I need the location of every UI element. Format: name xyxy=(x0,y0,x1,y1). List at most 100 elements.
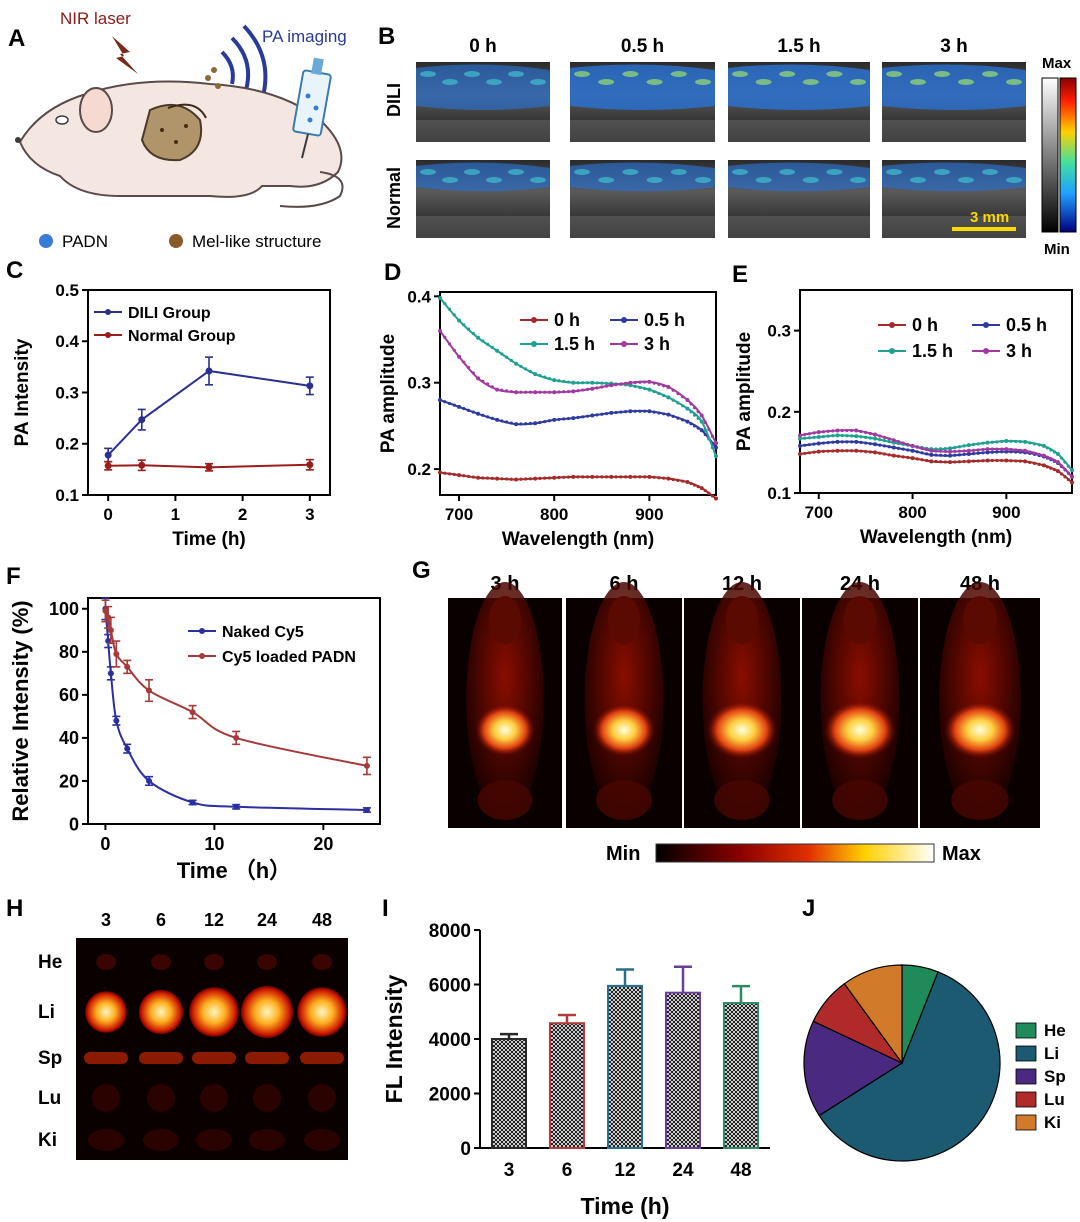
syringe-icon xyxy=(292,57,332,159)
data-point xyxy=(835,448,840,453)
x-tick-label: 0 xyxy=(103,505,112,524)
data-point xyxy=(628,380,633,385)
data-point xyxy=(985,458,990,463)
bar xyxy=(491,1038,527,1149)
data-point xyxy=(628,409,633,414)
data-point xyxy=(146,777,153,784)
panel-f-chart: F 0 10 20 0 20 40 60 80 100 Time （h） Relative Inten… xyxy=(6,563,381,883)
data-point xyxy=(835,428,840,433)
jet-colorbar xyxy=(1059,77,1077,233)
data-point xyxy=(714,441,718,446)
plot-frame xyxy=(439,291,717,496)
data-point xyxy=(1004,447,1009,452)
data-point xyxy=(699,419,704,424)
organ-label: Sp xyxy=(38,1048,62,1069)
data-point xyxy=(798,433,802,438)
data-point xyxy=(104,451,112,459)
y-tick-label: 0.3 xyxy=(55,383,79,402)
data-point xyxy=(854,439,859,444)
x-tick-label: 3 xyxy=(305,505,314,524)
data-point xyxy=(873,442,878,447)
data-point xyxy=(985,440,990,445)
data-point xyxy=(929,448,934,453)
data-point xyxy=(854,434,859,439)
data-point xyxy=(910,443,915,448)
data-point xyxy=(590,380,595,385)
y-axis-label: FL Intensity xyxy=(381,974,407,1103)
panel-h: H 3 6 12 24 48 He Li Sp Lu Ki xyxy=(6,895,348,1160)
data-point xyxy=(910,448,915,453)
y-tick-label: 0 xyxy=(460,1139,471,1160)
pa-image-dili xyxy=(728,62,870,142)
organ-heart xyxy=(257,954,277,970)
panel-letter: E xyxy=(732,261,748,288)
colorbar-max: Max xyxy=(942,843,981,865)
legend-swatch xyxy=(1015,1114,1037,1131)
scale-bar-label: 3 mm xyxy=(970,209,1009,226)
data-point xyxy=(714,496,718,501)
fl-mouse-image xyxy=(448,582,562,828)
legend-label: Naked Cy5 xyxy=(222,624,304,641)
y-tick-label: 20 xyxy=(59,771,79,791)
series-line xyxy=(439,399,717,449)
organ-label: Ki xyxy=(38,1130,57,1151)
pie-slice xyxy=(818,971,1001,1162)
panel-e-chart: E 700 800 900 0.1 0.2 0.3 Wavelength (nm) PA amp… xyxy=(732,261,1074,548)
data-point xyxy=(891,438,896,443)
imaging-label: PA imaging xyxy=(262,27,347,46)
data-point xyxy=(102,607,109,614)
legend-label: Lu xyxy=(1044,1090,1065,1109)
fl-mouse-image xyxy=(802,582,918,828)
series-line xyxy=(107,369,310,456)
y-tick-label: 0.1 xyxy=(55,486,79,505)
panel-i-chart: I 0 2000 4000 6000 8000 3 6 12 24 48 Time (h) FL Int… xyxy=(381,895,770,1219)
panel-letter: D xyxy=(384,259,401,286)
organ-liver xyxy=(241,986,293,1038)
legend-label: DILI Group xyxy=(128,305,211,322)
y-axis-label: PA amplitude xyxy=(378,334,399,453)
data-point xyxy=(609,410,614,415)
data-point xyxy=(138,461,146,469)
data-point xyxy=(948,446,953,451)
panel-letter: F xyxy=(6,563,21,590)
series-line xyxy=(799,440,1073,478)
data-point xyxy=(476,376,481,381)
data-point xyxy=(533,372,538,377)
data-point xyxy=(571,416,576,421)
data-point xyxy=(1055,460,1060,465)
legend-swatch xyxy=(1015,1068,1037,1085)
data-point xyxy=(666,395,671,400)
data-point xyxy=(948,449,953,454)
data-point xyxy=(910,456,915,461)
data-point xyxy=(438,470,442,475)
x-tick-label: 1 xyxy=(171,505,180,524)
liver-signal xyxy=(592,703,656,757)
legend-label: 0 h xyxy=(554,310,580,330)
data-point xyxy=(929,459,934,464)
organ-spleen xyxy=(84,1052,128,1064)
panel-letter: C xyxy=(6,257,23,284)
mel-legend-icon xyxy=(169,234,183,248)
y-tick-label: 0.4 xyxy=(407,287,431,306)
legend-swatch xyxy=(1015,1091,1037,1108)
data-point xyxy=(495,417,500,422)
data-point xyxy=(104,462,112,470)
y-tick-label: 6000 xyxy=(429,976,471,997)
legend-label: 1.5 h xyxy=(912,341,953,361)
data-point xyxy=(1070,480,1074,485)
time-label: 6 xyxy=(156,910,166,930)
data-point xyxy=(457,404,462,409)
bar xyxy=(723,1002,759,1150)
legend-label: Normal Group xyxy=(128,328,236,345)
data-point xyxy=(107,670,114,677)
panel-letter: B xyxy=(378,23,395,50)
data-point xyxy=(798,452,802,457)
data-point xyxy=(1041,453,1046,458)
panel-letter: A xyxy=(8,25,25,52)
data-point xyxy=(647,379,652,384)
legend-label: 0.5 h xyxy=(644,310,685,330)
time-label: 0 h xyxy=(469,36,496,57)
padn-legend-icon xyxy=(39,234,53,248)
y-axis-label: PA amplitude xyxy=(734,332,755,451)
